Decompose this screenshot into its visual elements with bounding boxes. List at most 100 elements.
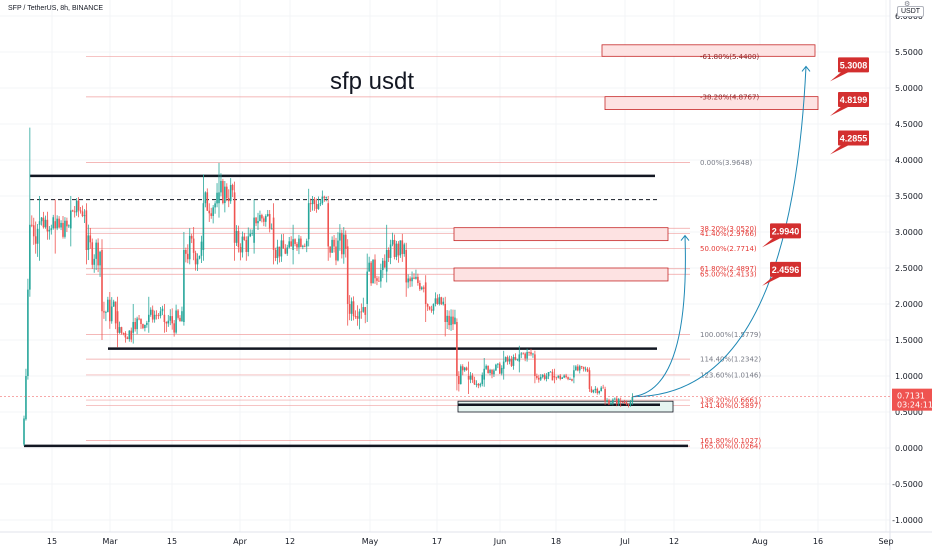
candle-body (625, 402, 628, 405)
candle-body (187, 253, 189, 260)
currency-badge[interactable]: USDT (897, 6, 925, 17)
candle-body (551, 371, 554, 381)
candle-body (405, 250, 407, 283)
fib-label: 50.00%(2.7714) (700, 245, 757, 253)
y-tick-label: 0.0000 (895, 444, 923, 453)
candle-body (499, 363, 501, 374)
candle-body (89, 235, 92, 243)
candle-body (202, 203, 205, 250)
candle-body (305, 240, 308, 247)
candle-body (532, 353, 534, 355)
candle-body (436, 298, 439, 304)
candle-body (608, 400, 610, 405)
candle-body (539, 376, 542, 380)
candle-body (290, 241, 292, 247)
candle-body (565, 375, 567, 378)
candle-body (621, 401, 624, 403)
candle-body (247, 236, 250, 252)
candle-body (218, 192, 220, 204)
target-callouts-layer: 5.3008 4.8199 4.2855 2.9940 2.4596 (762, 57, 869, 286)
candle-body (366, 271, 368, 304)
candle-body (460, 366, 462, 385)
candle-body (341, 232, 343, 255)
x-tick-label: Jun (493, 537, 507, 546)
candle-body (93, 258, 95, 265)
candle-body (214, 203, 216, 208)
y-tick-label: -1.0000 (892, 516, 923, 525)
candle-body (266, 214, 269, 217)
current-price-badge (892, 388, 932, 411)
candle-body (155, 314, 158, 316)
candle-body (77, 200, 80, 211)
candle-body (315, 204, 318, 209)
candle-body (346, 246, 349, 304)
candle-body (270, 228, 273, 230)
candle-body (491, 369, 493, 375)
candle-body (536, 376, 538, 378)
candle-body (403, 244, 406, 254)
candle-body (454, 317, 456, 325)
y-tick-label: 1.0000 (895, 372, 923, 381)
candle-body (344, 234, 347, 249)
candle-body (233, 192, 236, 243)
candle-body (161, 308, 164, 312)
candle-body (500, 367, 503, 374)
x-tick-label: Jul (619, 537, 630, 546)
candle-body (265, 216, 267, 222)
candle-body (138, 318, 140, 320)
candle-body (483, 368, 485, 380)
candle-body (116, 311, 119, 333)
x-tick-label: Aug (752, 537, 768, 546)
candle-body (629, 402, 632, 406)
x-tick-label: 15 (167, 537, 177, 546)
candle-body (216, 192, 218, 204)
candle-body (122, 332, 125, 334)
y-axis[interactable]: 6.00005.50005.00004.50004.00003.50003.00… (892, 12, 923, 525)
candle-body (25, 376, 27, 420)
candle-body (631, 396, 634, 402)
candle-body (389, 244, 392, 258)
candle-body (304, 245, 306, 247)
candle-body (274, 250, 277, 258)
candle-body (280, 240, 283, 257)
candle-body (149, 309, 152, 315)
candle-body (124, 333, 127, 338)
candle-body (36, 228, 39, 244)
arrow-long-target (632, 66, 807, 398)
candle-body (465, 367, 468, 370)
candle-body (569, 379, 571, 380)
candle-body (590, 388, 593, 393)
candle-body (596, 388, 599, 393)
candle-body (231, 184, 234, 191)
candle-body (452, 316, 454, 325)
gear-icon[interactable]: ⚙ (904, 1, 911, 8)
candle-body (311, 199, 314, 205)
fib-label: 100.00%(1.5779) (700, 331, 761, 339)
y-tick-label: 0.5000 (895, 408, 923, 417)
candle-body (528, 352, 530, 353)
x-axis[interactable]: 15 Mar 15 Apr 12 May 17 Jun 18 Jul 12 Aug 16 Sep (47, 537, 894, 546)
candle-body (329, 246, 331, 253)
callout-pointer (830, 105, 850, 116)
candle-body (79, 210, 82, 212)
candle-body (352, 301, 355, 317)
candle-body (401, 240, 404, 254)
fib-label: 38.20%(3.0520) (700, 225, 757, 233)
candle-body (245, 239, 248, 252)
candle-body (368, 262, 370, 272)
candle-body (627, 404, 630, 406)
x-tick-label: 15 (47, 537, 57, 546)
candle-body (428, 306, 431, 310)
candle-body (208, 210, 211, 214)
candle-body (50, 228, 53, 230)
x-tick-label: 12 (669, 537, 679, 546)
candle-body (580, 366, 583, 368)
target-callout (838, 91, 869, 107)
candle-body (617, 398, 620, 404)
candle-body (614, 398, 616, 400)
current-price-value: 0.7131 (897, 392, 925, 401)
candle-body (588, 370, 591, 389)
candle-body (206, 192, 209, 211)
